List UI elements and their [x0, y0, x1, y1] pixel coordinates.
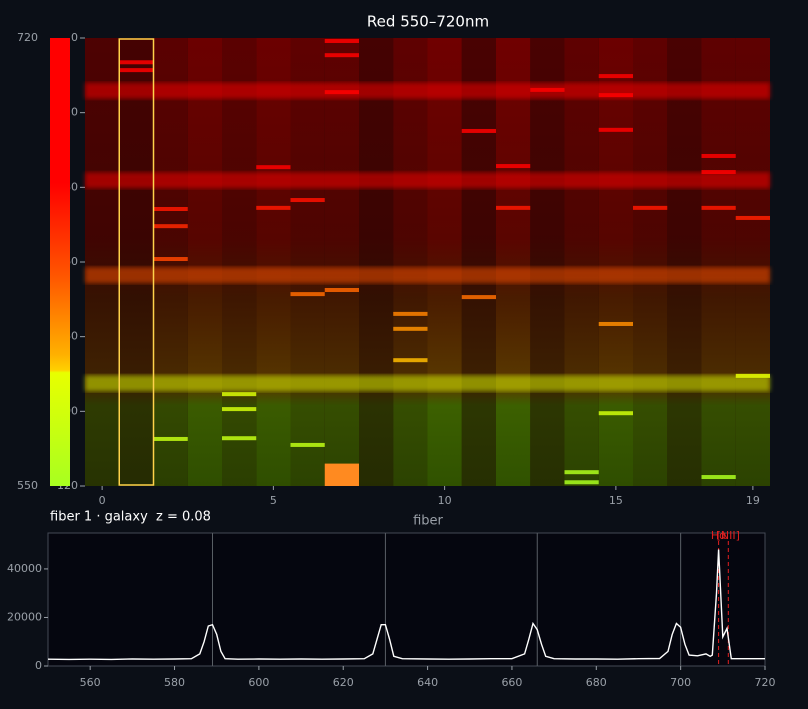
x-tick-label: 560 [80, 676, 101, 689]
emission-feature [496, 164, 531, 169]
fiber-column [701, 38, 736, 486]
fiber-column [530, 38, 565, 486]
emission-feature [153, 436, 188, 441]
block [324, 463, 359, 486]
fiber-column [187, 38, 222, 486]
emission-feature [222, 407, 257, 412]
y-tick-label: 40000 [7, 562, 42, 575]
emission-feature [701, 153, 736, 158]
emission-feature [324, 53, 359, 58]
fiber-column [633, 38, 668, 486]
x-tick-label: 10 [438, 494, 452, 507]
fiber-column [393, 38, 428, 486]
y-tick-label: 0 [71, 31, 78, 44]
emission-feature [256, 205, 291, 210]
emission-feature [324, 90, 359, 95]
emission-feature [598, 127, 633, 132]
fiber-column [667, 38, 702, 486]
fiber-column [735, 38, 770, 486]
emission-feature [222, 392, 257, 397]
title: Red 550–720nm [367, 13, 489, 31]
colorbar-tick-label: 720 [17, 31, 38, 44]
spectrum-line [47, 549, 765, 661]
x-tick-label: 640 [417, 676, 438, 689]
emission-feature [564, 480, 599, 485]
emission-label: [NII] [717, 529, 740, 542]
x-tick-label: 15 [609, 494, 623, 507]
emission-feature [153, 257, 188, 262]
emission-feature [564, 470, 599, 475]
emission-feature [735, 215, 770, 220]
emission-feature [256, 165, 291, 170]
emission-feature [633, 205, 668, 210]
emission-feature [598, 411, 633, 416]
emission-feature [598, 93, 633, 98]
x-tick-label: 680 [586, 676, 607, 689]
emission-feature [324, 38, 359, 43]
selected-fiber [118, 38, 155, 486]
fiber-columns [85, 38, 770, 486]
fiber-column [119, 38, 154, 486]
fiber-column [564, 38, 599, 486]
fiber-column [427, 38, 462, 486]
emission-feature [393, 311, 428, 316]
sky-band [85, 172, 770, 189]
emission-feature [701, 475, 736, 480]
y-tick-label: 20000 [7, 610, 42, 623]
fiber-column [85, 38, 120, 486]
x-tick-label: 620 [333, 676, 354, 689]
fiber-column [598, 38, 633, 486]
x-tick-label: 600 [248, 676, 269, 689]
fiber-column [496, 38, 531, 486]
x-tick-label: 660 [501, 676, 522, 689]
emission-feature [530, 87, 565, 92]
fiber-column [290, 38, 325, 486]
sky-band [85, 267, 770, 284]
sky-band [85, 82, 770, 99]
emission-feature [119, 68, 154, 73]
emission-feature [222, 436, 257, 441]
x-tick-label: 580 [164, 676, 185, 689]
x-axis-label: fiber [413, 514, 443, 529]
emission-feature [701, 170, 736, 175]
emission-feature [153, 206, 188, 211]
fiber-column [461, 38, 496, 486]
x-tick-label: 720 [755, 676, 776, 689]
emission-feature [393, 358, 428, 363]
emission-feature [290, 442, 325, 447]
fiber-column [153, 38, 188, 486]
y-tick-label: 0 [35, 659, 42, 672]
x-tick-label: 5 [270, 494, 277, 507]
spectrum-bg [47, 532, 766, 667]
emission-feature [290, 198, 325, 203]
colorbar [50, 38, 70, 486]
emission-feature [153, 224, 188, 229]
emission-feature [119, 60, 154, 65]
emission-label: Hα [711, 529, 727, 542]
emission-feature [735, 373, 770, 378]
x-tick-label: 700 [670, 676, 691, 689]
emission-feature [324, 288, 359, 292]
emission-feature [701, 205, 736, 210]
fiber-column [222, 38, 257, 486]
colorbar-tick-label: 550 [17, 479, 38, 492]
emission-feature [461, 295, 496, 300]
emission-feature [393, 326, 428, 331]
fiber-column [359, 38, 394, 486]
emission-feature [290, 292, 325, 297]
emission-feature [598, 321, 633, 326]
fiber-column [256, 38, 291, 486]
sky-band [85, 375, 770, 392]
fiber-column [324, 38, 359, 486]
x-tick-label: 19 [746, 494, 760, 507]
emission-feature [461, 128, 496, 133]
emission-feature [496, 205, 531, 210]
spectrum-title: fiber 1 · galaxy z = 0.08 [50, 510, 211, 525]
x-tick-label: 0 [99, 494, 106, 507]
emission-feature [598, 74, 633, 79]
